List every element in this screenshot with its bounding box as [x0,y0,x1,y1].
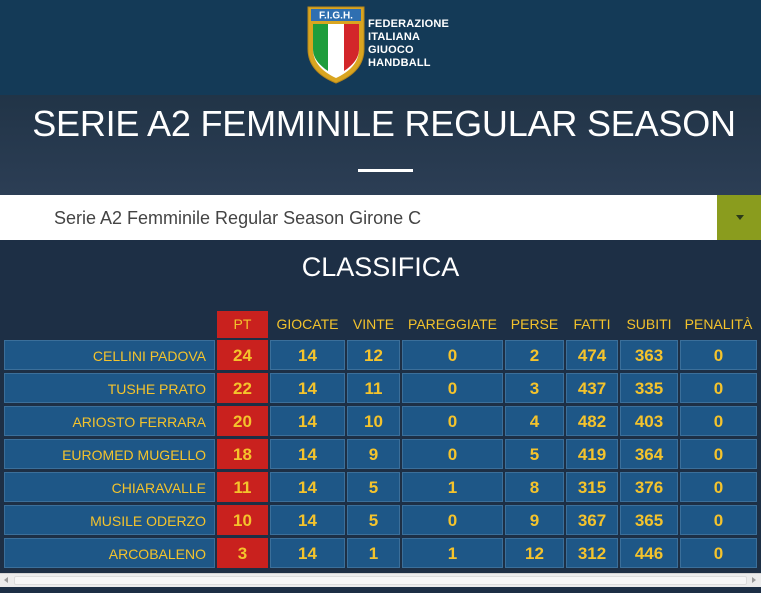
cell-penalita: 0 [680,505,757,535]
column-header-perse: PERSE [510,316,559,332]
cell-pareggiate: 0 [402,505,503,535]
page-title: SERIE A2 FEMMINILE REGULAR SEASON [32,103,736,144]
cell-perse: 12 [505,538,564,568]
figh-logo[interactable]: F.I.G.H. FEDERAZIONE ITALIANA GIUOCO HAN… [306,5,466,85]
column-header-penalita: PENALITÀ [684,316,753,332]
title-banner [0,95,761,195]
cell-fatti: 419 [566,439,618,469]
cell-vinte: 1 [347,538,400,568]
column-header-pareggiate: PAREGGIATE [408,316,497,332]
cell-subiti: 365 [620,505,678,535]
cell-perse: 8 [505,472,564,502]
horizontal-scrollbar[interactable] [0,573,761,587]
cell-pt: 11 [217,472,268,502]
column-header-giocate: GIOCATE [276,316,339,332]
team-name-cell: TUSHE PRATO [4,373,215,403]
cell-vinte: 11 [347,373,400,403]
column-header-vinte: VINTE [352,316,395,332]
girone-select[interactable]: Serie A2 Femminile Regular Season Girone… [0,195,761,240]
cell-perse: 9 [505,505,564,535]
team-name-cell: ARIOSTO FERRARA [4,406,215,436]
cell-subiti: 364 [620,439,678,469]
cell-subiti: 446 [620,538,678,568]
cell-subiti: 403 [620,406,678,436]
team-name-cell: MUSILE ODERZO [4,505,215,535]
girone-select-value: Serie A2 Femminile Regular Season Girone… [54,208,422,228]
cell-perse: 5 [505,439,564,469]
cell-pareggiate: 1 [402,538,503,568]
logo-wordmark: FEDERAZIONE ITALIANA GIUOCO HANDBALL [368,18,449,70]
cell-subiti: 363 [620,340,678,370]
scrollbar-thumb[interactable] [14,576,747,585]
cell-perse: 3 [505,373,564,403]
title-divider [358,169,413,172]
cell-giocate: 14 [270,439,345,469]
cell-pareggiate: 0 [402,340,503,370]
cell-fatti: 312 [566,538,618,568]
cell-giocate: 14 [270,538,345,568]
team-name-cell: ARCOBALENO [4,538,215,568]
figh-shield-icon: F.I.G.H. [307,6,365,84]
cell-pt: 3 [217,538,268,568]
cell-vinte: 5 [347,472,400,502]
team-name-cell: CHIARAVALLE [4,472,215,502]
logo-line: HANDBALL [368,57,431,69]
caret-down-icon [736,215,744,220]
cell-pareggiate: 0 [402,439,503,469]
site-header: F.I.G.H. FEDERAZIONE ITALIANA GIUOCO HAN… [0,0,761,95]
cell-giocate: 14 [270,505,345,535]
cell-penalita: 0 [680,538,757,568]
cell-pareggiate: 1 [402,472,503,502]
cell-penalita: 0 [680,340,757,370]
cell-penalita: 0 [680,472,757,502]
cell-vinte: 9 [347,439,400,469]
column-header-pt: PT [217,311,268,338]
cell-penalita: 0 [680,406,757,436]
cell-pt: 18 [217,439,268,469]
team-name-cell: CELLINI PADOVA [4,340,215,370]
cell-pt: 22 [217,373,268,403]
cell-giocate: 14 [270,406,345,436]
classifica-heading: CLASSIFICA [301,252,460,282]
girone-select-button[interactable] [717,195,761,240]
cell-vinte: 5 [347,505,400,535]
cell-penalita: 0 [680,373,757,403]
cell-penalita: 0 [680,439,757,469]
cell-pareggiate: 0 [402,373,503,403]
cell-perse: 2 [505,340,564,370]
scroll-left-icon[interactable] [4,577,8,583]
cell-vinte: 12 [347,340,400,370]
column-header-fatti: FATTI [573,316,611,332]
cell-subiti: 376 [620,472,678,502]
scroll-right-icon[interactable] [752,577,756,583]
cell-perse: 4 [505,406,564,436]
cell-fatti: 315 [566,472,618,502]
cell-giocate: 14 [270,472,345,502]
cell-pt: 24 [217,340,268,370]
cell-giocate: 14 [270,340,345,370]
column-header-subiti: SUBITI [626,316,672,332]
logo-abbr: F.I.G.H. [319,11,353,22]
cell-pt: 10 [217,505,268,535]
logo-line: GIUOCO [368,44,414,56]
cell-pt: 20 [217,406,268,436]
cell-fatti: 474 [566,340,618,370]
cell-subiti: 335 [620,373,678,403]
cell-giocate: 14 [270,373,345,403]
logo-line: FEDERAZIONE [368,18,450,30]
cell-fatti: 367 [566,505,618,535]
cell-fatti: 482 [566,406,618,436]
team-name-cell: EUROMED MUGELLO [4,439,215,469]
logo-line: ITALIANA [368,31,421,43]
cell-pareggiate: 0 [402,406,503,436]
cell-vinte: 10 [347,406,400,436]
cell-fatti: 437 [566,373,618,403]
